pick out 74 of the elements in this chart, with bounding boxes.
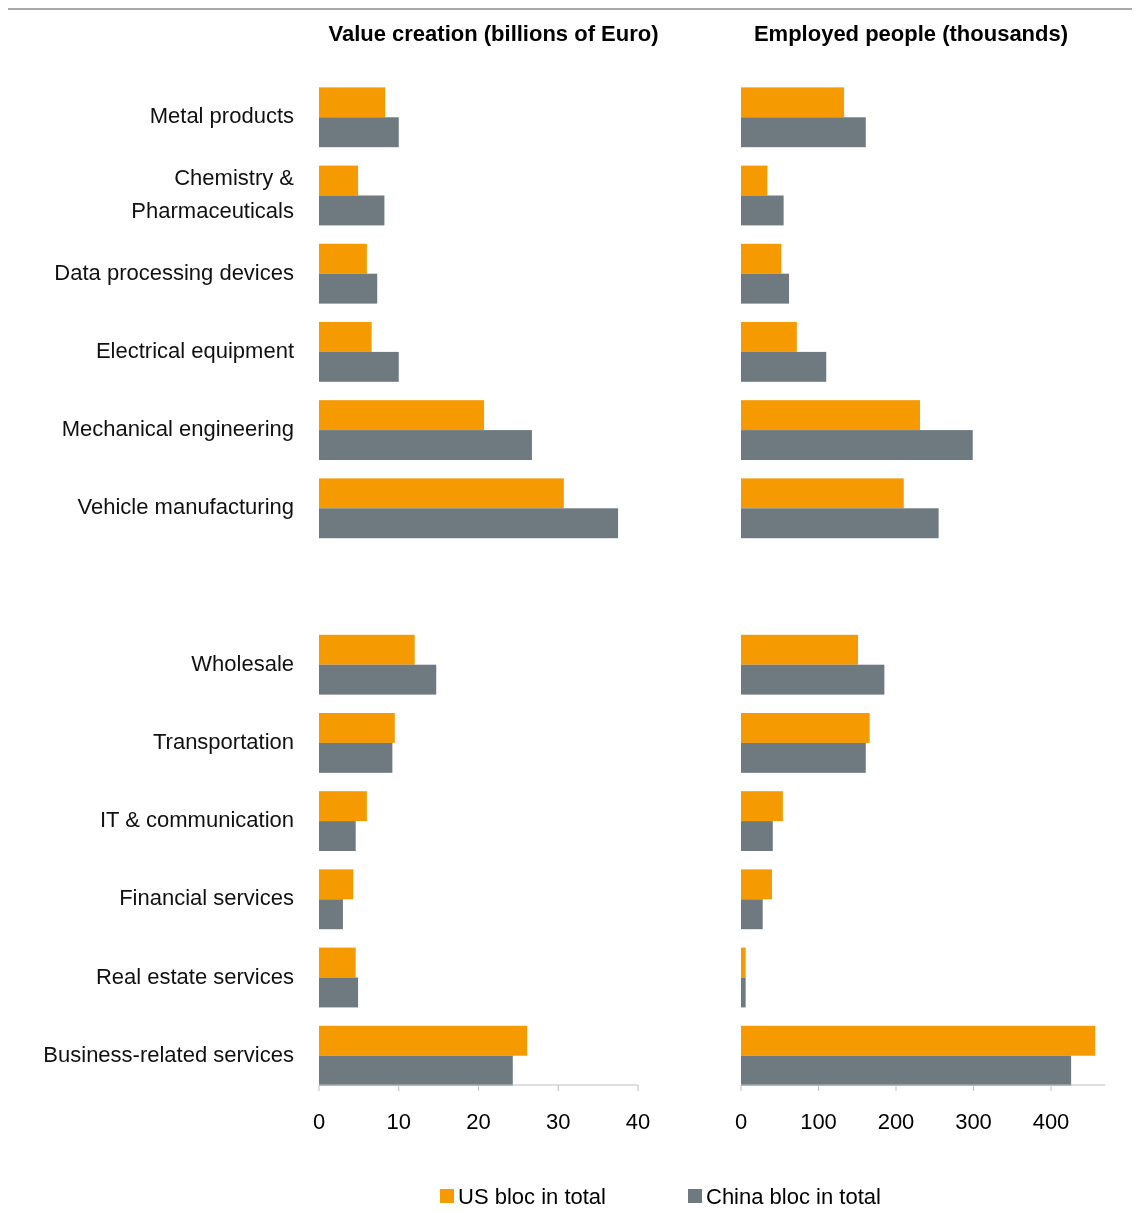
bar: [319, 791, 367, 822]
x-tick-label: 200: [877, 1109, 915, 1134]
chart-title: Employed people (thousands): [753, 21, 1069, 46]
x-tick-label: 0: [734, 1109, 748, 1134]
y-tick-label: Data processing devices: [54, 259, 294, 285]
y-tick-label: Business-related services: [43, 1041, 294, 1067]
bar: [741, 977, 746, 1008]
y-tick-label: IT & communication: [99, 806, 294, 832]
bar: [319, 430, 532, 461]
y-tick-label: Transportation: [152, 728, 294, 754]
bar: [741, 664, 885, 695]
y-tick-label: Real estate services: [95, 963, 294, 989]
bar: [319, 742, 393, 773]
x-tick-label: 400: [1032, 1109, 1070, 1134]
bar: [741, 195, 784, 226]
bar: [741, 87, 845, 118]
bar: [319, 351, 399, 382]
y-tick-label: Electrical equipment: [95, 337, 294, 363]
bar: [741, 430, 973, 461]
bar: [741, 821, 773, 852]
bar: [741, 634, 859, 665]
bar: [741, 243, 782, 274]
bar: [319, 712, 395, 743]
bar: [741, 899, 763, 930]
bar: [319, 664, 437, 695]
bar: [741, 400, 921, 431]
legend-label: China bloc in total: [706, 1184, 881, 1209]
bar: [319, 195, 385, 226]
bar: [319, 821, 356, 852]
bar: [741, 117, 866, 148]
bar: [741, 712, 870, 743]
bar: [741, 165, 768, 196]
x-tick-label: 0: [312, 1109, 326, 1134]
y-tick-label: Mechanical engineering: [61, 415, 294, 441]
bar: [741, 869, 772, 900]
x-tick-label: 40: [625, 1109, 651, 1134]
bar: [319, 1025, 528, 1056]
chart-title: Value creation (billions of Euro): [328, 21, 659, 46]
bar: [741, 1025, 1096, 1056]
y-tick-label: Chemistry & Pharmaceuticals: [131, 164, 295, 223]
bar: [319, 508, 619, 539]
bar: [741, 742, 866, 773]
bar: [319, 634, 415, 665]
bar: [741, 321, 797, 352]
bar: [741, 478, 904, 509]
bar: [741, 1055, 1072, 1086]
bar: [741, 947, 746, 978]
bar: [741, 791, 783, 822]
x-tick-label: 30: [546, 1109, 571, 1134]
bar: [319, 165, 359, 196]
bar: [319, 1055, 513, 1086]
bar: [319, 243, 367, 274]
bar: [319, 899, 343, 930]
x-tick-label: 20: [466, 1109, 491, 1134]
bar: [319, 321, 372, 352]
bar: [741, 351, 827, 382]
legend-label: US bloc in total: [458, 1184, 606, 1209]
y-tick-label: Metal products: [149, 103, 294, 129]
bar: [319, 87, 386, 118]
bar: [319, 117, 399, 148]
x-tick-label: 100: [800, 1109, 837, 1134]
bar: [319, 400, 485, 431]
bar: [319, 977, 359, 1008]
x-tick-label: 10: [386, 1109, 411, 1134]
bar: [319, 869, 354, 900]
y-tick-label: Wholesale: [191, 650, 294, 676]
bar: [319, 273, 378, 304]
x-tick-label: 300: [955, 1109, 992, 1134]
bar: [741, 508, 939, 539]
y-tick-label: Vehicle manufacturing: [77, 494, 294, 520]
bar: [319, 478, 564, 509]
bar: [319, 947, 356, 978]
y-tick-label: Financial services: [119, 885, 294, 911]
bar: [741, 273, 790, 304]
